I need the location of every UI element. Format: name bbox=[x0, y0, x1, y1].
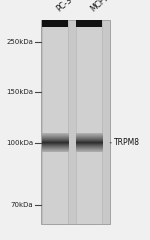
Text: 250kDa: 250kDa bbox=[6, 39, 33, 45]
Bar bbox=[76, 20, 102, 224]
Bar bbox=[42, 20, 68, 224]
Text: MCF7: MCF7 bbox=[89, 0, 111, 13]
Bar bbox=[40, 20, 110, 224]
Text: 150kDa: 150kDa bbox=[6, 90, 33, 96]
Text: 100kDa: 100kDa bbox=[6, 140, 33, 146]
Text: 70kDa: 70kDa bbox=[10, 202, 33, 208]
Bar bbox=[42, 20, 68, 27]
Bar bbox=[76, 20, 102, 27]
Text: TRPM8: TRPM8 bbox=[110, 138, 140, 147]
Text: PC-3: PC-3 bbox=[55, 0, 74, 13]
